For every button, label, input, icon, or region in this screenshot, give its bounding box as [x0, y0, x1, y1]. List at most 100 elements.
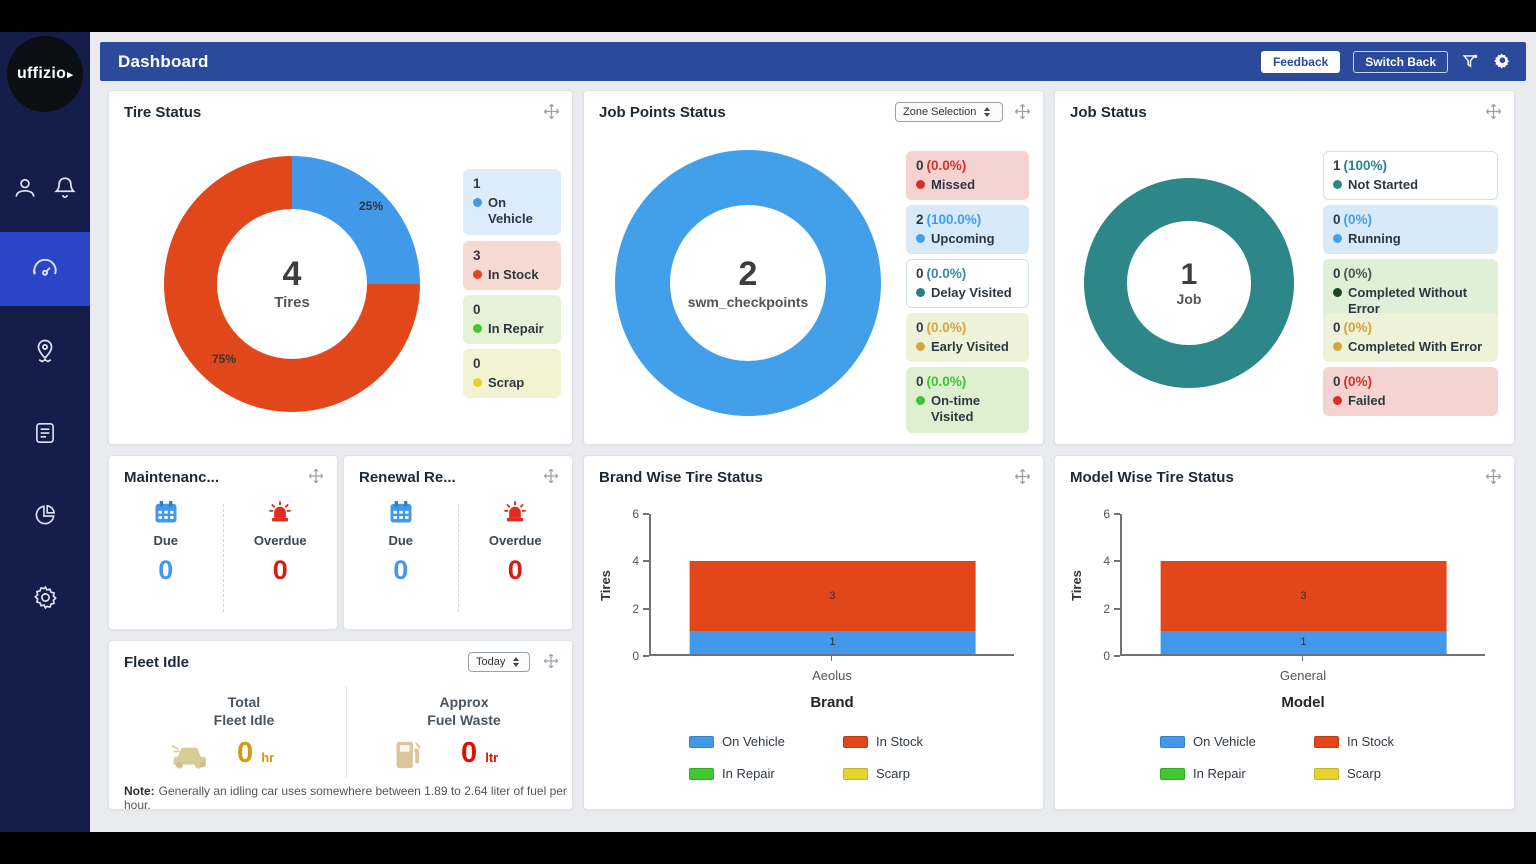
idle-car-icon [171, 737, 213, 773]
stat-count: 0 [916, 374, 924, 389]
stat-count: 0 [1333, 374, 1341, 389]
page-title: Dashboard [118, 51, 209, 71]
calendar-icon [152, 498, 180, 526]
speedometer-icon [30, 254, 60, 284]
move-handle-icon[interactable] [308, 468, 325, 485]
x-tick [1302, 656, 1303, 661]
sidebar-item-analytics[interactable] [0, 478, 90, 552]
legend-dot [473, 324, 482, 333]
fuel-pump-icon [391, 737, 425, 773]
due-value: 0 [158, 555, 174, 585]
legend-swatch [843, 767, 868, 780]
stat-label: Not Started [1348, 177, 1419, 192]
stat-tile-running: 0 (0%) Running [1323, 205, 1498, 255]
stat-tile-not-started: 1 (100%) Not Started [1323, 151, 1498, 201]
settings-gear-icon[interactable] [1493, 52, 1512, 71]
move-handle-icon[interactable] [1485, 103, 1502, 120]
overdue-label: Overdue [253, 533, 307, 548]
job-status-donut: 1 Job [1084, 178, 1294, 388]
stat-label: Early Visited [931, 339, 1009, 354]
legend-item-on-vehicle[interactable]: On Vehicle [1160, 734, 1314, 749]
legend-item-in-stock[interactable]: In Stock [1314, 734, 1468, 749]
sidebar-item-settings[interactable] [0, 560, 90, 634]
y-axis-label: Tires [597, 570, 613, 601]
stat-tile-in-stock: 3 In Stock [463, 241, 561, 291]
overdue-value: 0 [272, 555, 288, 585]
card-title: Job Points Status [599, 104, 726, 121]
uffizio-logo[interactable]: uffizio [7, 36, 83, 112]
stat-count: 0 [473, 302, 481, 317]
due-value: 0 [393, 555, 409, 585]
legend-item-scarp[interactable]: Scarp [843, 766, 997, 781]
legend-item-in-repair[interactable]: In Repair [689, 766, 843, 781]
logo-text: uffizio [17, 65, 73, 83]
sidebar-item-dashboard[interactable] [0, 232, 90, 306]
sidebar-item-reports[interactable] [0, 396, 90, 470]
sidebar: uffizio [0, 32, 90, 832]
move-handle-icon[interactable] [543, 103, 560, 120]
bar-segment: 1 [689, 630, 976, 654]
legend-dot [1333, 234, 1342, 243]
donut-center-value: 1 [1180, 257, 1198, 291]
move-handle-icon[interactable] [543, 468, 560, 485]
divider [222, 504, 224, 612]
legend-item-in-repair[interactable]: In Repair [1160, 766, 1314, 781]
stat-pct: (0.0%) [926, 320, 967, 335]
stat-label: Completed Without Error [1348, 285, 1468, 317]
legend-swatch [843, 735, 868, 748]
user-icon[interactable] [11, 174, 39, 202]
stat-label: Running [1348, 231, 1401, 246]
stat-tile-on-vehicle: 1 On Vehicle [463, 169, 561, 235]
donut-center-label: Tires [274, 294, 310, 311]
zone-selection-select[interactable]: Zone Selection [895, 102, 1003, 122]
select-value: Zone Selection [903, 106, 977, 118]
x-category-label: General [1279, 668, 1327, 683]
stat-label: In Repair [488, 321, 544, 336]
move-handle-icon[interactable] [1014, 468, 1031, 485]
alarm-siren-icon [266, 498, 294, 526]
move-handle-icon[interactable] [1014, 103, 1031, 120]
legend-swatch [1160, 767, 1185, 780]
total-fleet-idle-value: 0 hr [237, 737, 275, 769]
filter-icon[interactable] [1461, 52, 1480, 71]
stat-pct: (100.0%) [926, 212, 982, 227]
stat-pct: (0.0%) [926, 158, 967, 173]
legend-dot [473, 198, 482, 207]
legend-item-scarp[interactable]: Scarp [1314, 766, 1468, 781]
card-title: Renewal Re... [359, 469, 456, 486]
card-maintenance: Maintenanc... Due 0 Overdue [108, 455, 338, 630]
card-title: Tire Status [124, 104, 202, 121]
stat-count: 0 [1333, 266, 1341, 281]
legend-item-on-vehicle[interactable]: On Vehicle [689, 734, 843, 749]
approx-fuel-waste-label: Approx Fuel Waste [427, 694, 501, 729]
sidebar-item-tracking[interactable] [0, 314, 90, 388]
card-job-status: Job Status 1 Job 1 (100%) Not Started 0 (0… [1054, 90, 1515, 445]
bar-segment: 3 [689, 560, 976, 631]
legend-item-in-stock[interactable]: In Stock [843, 734, 997, 749]
divider [346, 686, 347, 778]
stat-tile-delay-visited: 0 (0.0%) Delay Visited [906, 259, 1029, 309]
stat-label: Delay Visited [931, 285, 1012, 300]
legend-dot [1333, 180, 1342, 189]
donut-center-label: Job [1176, 290, 1202, 307]
divider [457, 504, 459, 612]
move-handle-icon[interactable] [543, 653, 560, 670]
stat-pct: (0%) [1343, 374, 1373, 389]
tire-status-donut: 25% 75% 4 Tires [164, 156, 420, 412]
stat-tile-failed: 0 (0%) Failed [1323, 367, 1498, 417]
fleet-idle-period-select[interactable]: Today [468, 652, 530, 672]
legend-dot [473, 270, 482, 279]
switch-back-button[interactable]: Switch Back [1353, 50, 1448, 73]
stat-count: 1 [1333, 158, 1341, 173]
stat-count: 2 [916, 212, 924, 227]
stat-label: Completed With Error [1348, 339, 1483, 354]
feedback-button[interactable]: Feedback [1260, 50, 1341, 73]
document-icon [32, 420, 58, 446]
move-handle-icon[interactable] [1485, 468, 1502, 485]
bell-icon[interactable] [51, 174, 79, 202]
legend-dot [916, 396, 925, 405]
